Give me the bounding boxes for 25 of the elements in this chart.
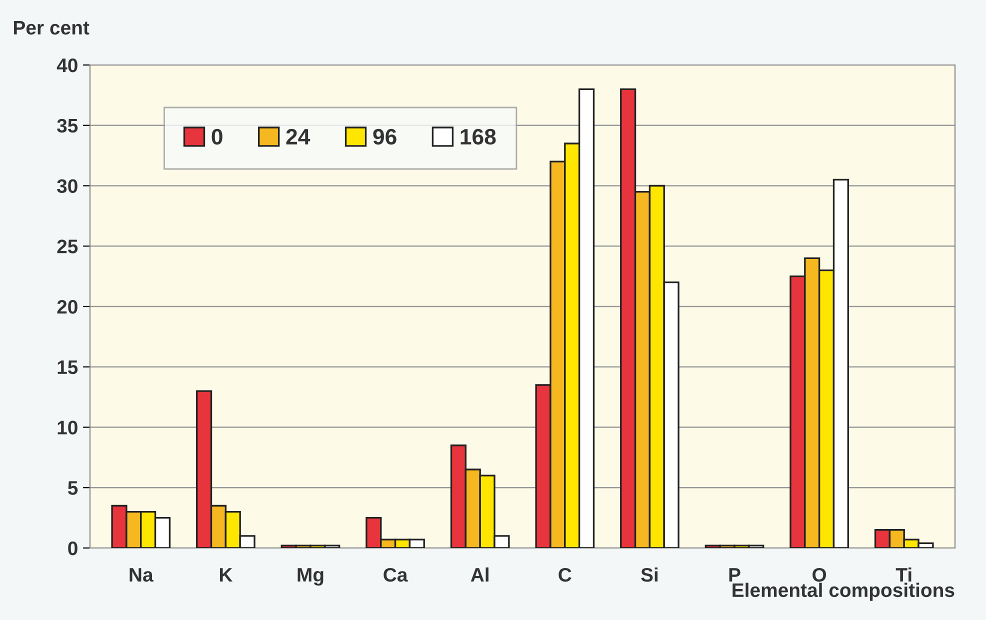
- legend-label: 24: [286, 128, 310, 144]
- y-axis-title: Per cent: [14, 21, 90, 35]
- x-tick-label: C: [558, 568, 572, 582]
- x-tick-label: Ca: [384, 568, 408, 582]
- x-tick-label: Mg: [298, 568, 324, 586]
- y-tick-label: 5: [68, 481, 78, 495]
- y-tick-label: 30: [57, 179, 78, 194]
- x-tick-label: Si: [641, 567, 658, 582]
- legend-label: 0: [212, 128, 222, 145]
- y-tick-label: 15: [58, 360, 78, 374]
- y-tick-label: 40: [56, 58, 78, 72]
- y-tick-label: 20: [57, 300, 78, 314]
- x-tick-label: Ti: [896, 567, 912, 582]
- x-axis-title: Elemental compositions: [732, 582, 954, 601]
- y-tick-label: 10: [58, 420, 78, 434]
- y-tick-label: 35: [57, 118, 78, 133]
- y-tick-label: 0: [68, 541, 78, 556]
- legend-label: 168: [460, 128, 496, 145]
- x-tick-label: O: [812, 568, 826, 582]
- x-tick-label: Na: [130, 568, 154, 582]
- x-tick-label: K: [220, 568, 233, 582]
- y-tick-label: 25: [57, 240, 78, 254]
- legend-label: 96: [373, 128, 396, 145]
- x-tick-label: P: [729, 568, 740, 582]
- x-tick-label: Al: [470, 567, 488, 582]
